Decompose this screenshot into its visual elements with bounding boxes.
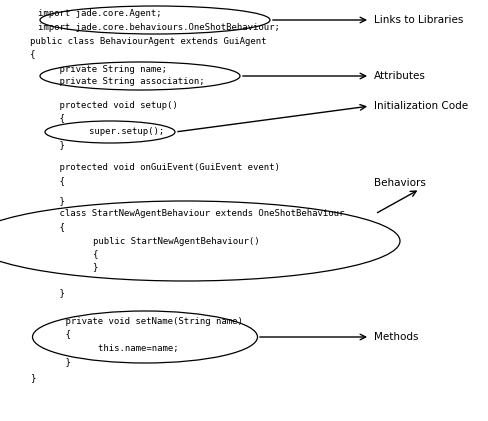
- Text: {: {: [44, 330, 71, 338]
- Text: Methods: Methods: [374, 332, 419, 342]
- Text: {: {: [50, 250, 99, 258]
- Text: {: {: [38, 176, 65, 186]
- Text: private void setName(String name): private void setName(String name): [44, 317, 243, 325]
- Text: }: }: [38, 288, 65, 298]
- Text: Links to Libraries: Links to Libraries: [374, 15, 464, 25]
- Text: import jade.core.Agent;: import jade.core.Agent;: [38, 8, 162, 18]
- Text: }: }: [30, 373, 35, 383]
- Text: }: }: [50, 263, 99, 272]
- Text: this.name=name;: this.name=name;: [55, 344, 179, 352]
- Text: Attributes: Attributes: [374, 71, 426, 81]
- Text: super.setup();: super.setup();: [46, 128, 164, 136]
- Text: {: {: [38, 114, 65, 123]
- Text: protected void onGuiEvent(GuiEvent event): protected void onGuiEvent(GuiEvent event…: [38, 163, 280, 173]
- Text: Behaviors: Behaviors: [374, 178, 426, 188]
- Text: import jade.core.behaviours.OneShotBehaviour;: import jade.core.behaviours.OneShotBehav…: [38, 22, 280, 32]
- Text: protected void setup(): protected void setup(): [38, 101, 178, 109]
- Text: public class BehaviourAgent extends GuiAgent: public class BehaviourAgent extends GuiA…: [30, 37, 266, 45]
- Text: }: }: [38, 197, 65, 205]
- Text: Initialization Code: Initialization Code: [374, 101, 468, 111]
- Text: }: }: [44, 357, 71, 367]
- Text: {: {: [30, 50, 35, 59]
- Text: }: }: [38, 141, 65, 149]
- Text: private String name;: private String name;: [38, 64, 167, 74]
- Text: private String association;: private String association;: [38, 77, 204, 86]
- Text: public StartNewAgentBehaviour(): public StartNewAgentBehaviour(): [50, 237, 260, 245]
- Text: {: {: [38, 223, 65, 232]
- Text: class StartNewAgentBehaviour extends OneShotBehaviour: class StartNewAgentBehaviour extends One…: [38, 210, 345, 218]
